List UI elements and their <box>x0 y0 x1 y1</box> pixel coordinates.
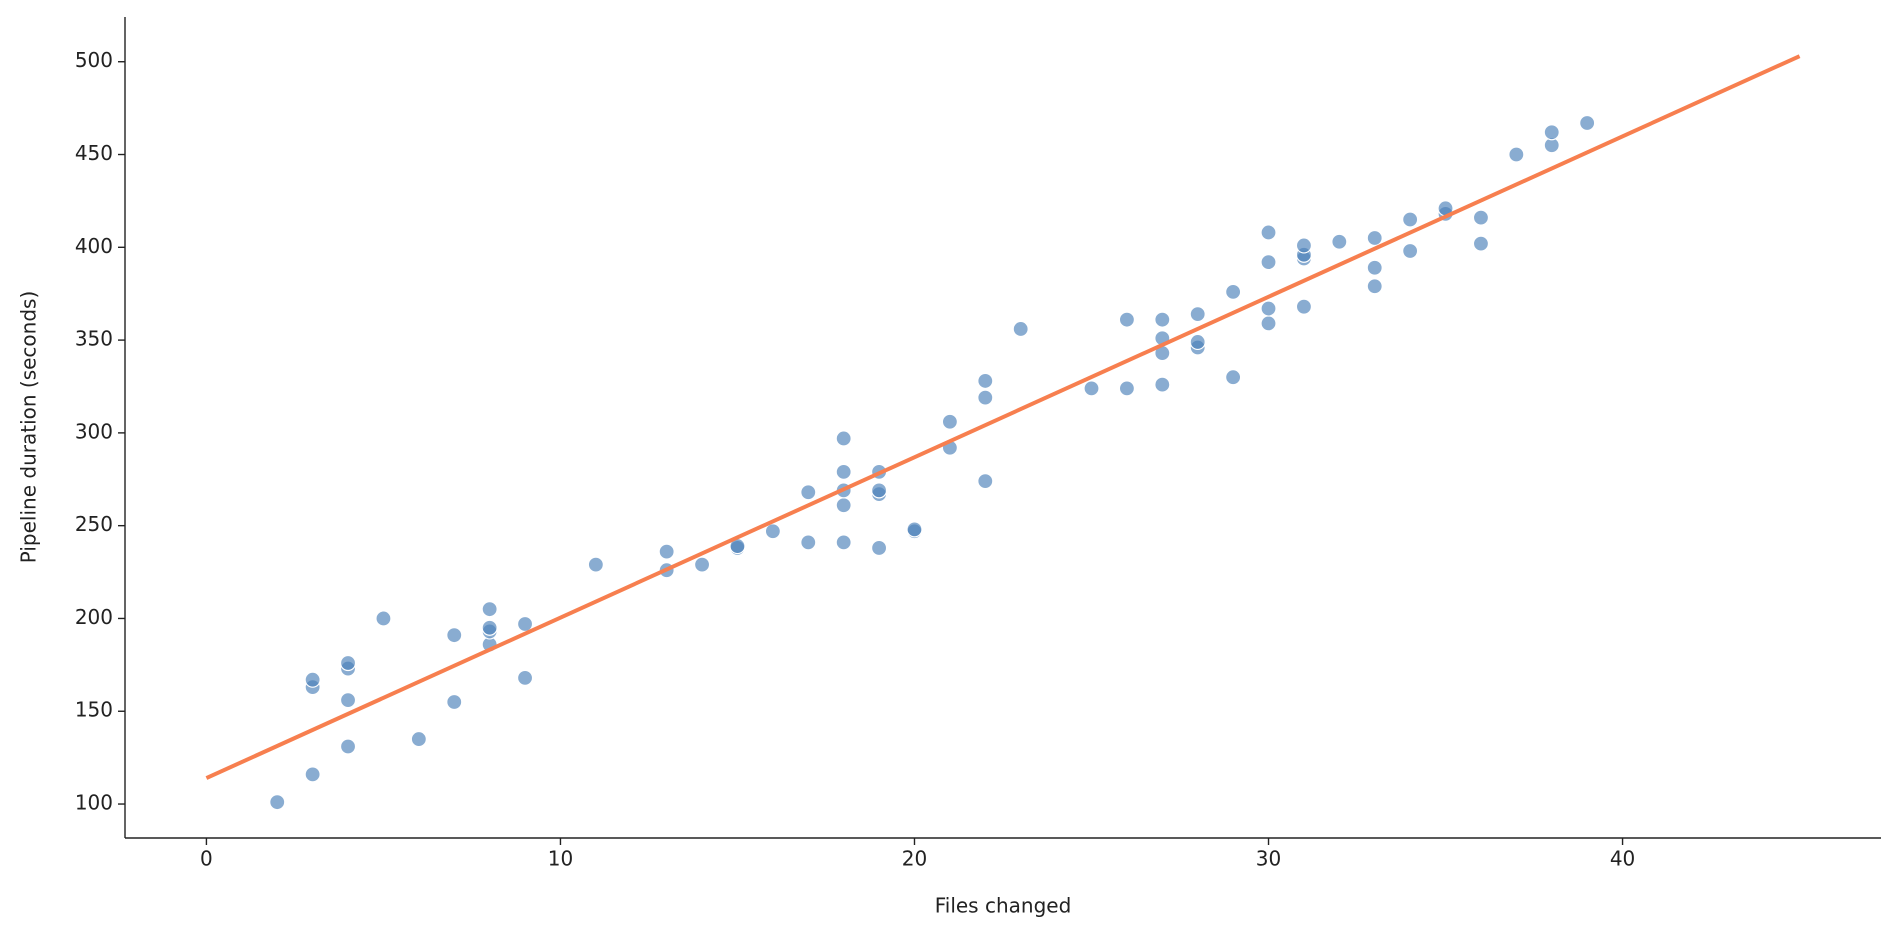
data-point <box>835 463 852 480</box>
data-point <box>1189 306 1206 323</box>
fit-line <box>205 54 1801 780</box>
y-axis-label: Pipeline duration (seconds) <box>17 291 41 564</box>
data-point <box>1366 278 1383 295</box>
data-point <box>446 627 463 644</box>
data-point <box>941 413 958 430</box>
data-point <box>587 556 604 573</box>
y-tick-label: 450 <box>75 141 113 165</box>
data-point <box>835 430 852 447</box>
data-point <box>481 601 498 618</box>
data-point <box>658 543 675 560</box>
data-point <box>1331 233 1348 250</box>
data-point <box>269 794 286 811</box>
data-point <box>304 766 321 783</box>
data-point <box>1295 298 1313 315</box>
data-point <box>764 523 781 540</box>
data-point <box>304 671 321 688</box>
data-point <box>1472 235 1490 252</box>
y-tick-label: 400 <box>75 234 113 258</box>
data-point <box>835 497 852 514</box>
data-point <box>1189 333 1206 351</box>
x-tick-label: 30 <box>1256 847 1281 871</box>
data-point <box>1118 380 1136 397</box>
x-tick-label: 0 <box>200 847 213 871</box>
x-tick-label: 40 <box>1610 847 1635 871</box>
y-tick-label: 100 <box>75 791 113 815</box>
data-point <box>1260 254 1277 271</box>
data-point <box>1402 211 1419 228</box>
data-point <box>693 556 711 573</box>
data-point <box>481 619 498 636</box>
data-point <box>1508 146 1525 163</box>
data-point <box>870 482 888 499</box>
data-point <box>977 389 994 406</box>
data-point <box>906 521 923 538</box>
y-tick-label: 500 <box>75 48 113 72</box>
data-point <box>339 654 357 672</box>
y-tick-label: 150 <box>75 698 113 722</box>
data-point <box>1472 209 1490 226</box>
data-point <box>1366 229 1383 247</box>
data-point <box>835 534 852 551</box>
data-point <box>800 484 817 501</box>
data-point <box>1225 283 1242 300</box>
data-point <box>800 534 817 551</box>
data-point <box>1154 311 1171 328</box>
data-point <box>1402 242 1419 260</box>
data-point <box>1083 380 1100 397</box>
data-point <box>1118 311 1136 328</box>
data-point <box>1260 315 1277 332</box>
y-tick-label: 250 <box>75 512 113 536</box>
data-point <box>339 692 357 709</box>
data-point <box>977 372 994 390</box>
data-point <box>1543 124 1560 141</box>
data-point <box>977 473 994 490</box>
data-point <box>446 693 463 711</box>
x-axis-label: Files changed <box>935 894 1072 918</box>
data-point <box>1295 237 1313 254</box>
y-tick-label: 300 <box>75 419 113 443</box>
data-point <box>1225 369 1242 386</box>
y-tick-label: 350 <box>75 327 113 351</box>
data-point <box>1579 114 1596 132</box>
data-point <box>375 610 392 627</box>
x-tick-label: 10 <box>548 847 573 871</box>
data-point <box>1260 224 1277 241</box>
y-tick-label: 200 <box>75 605 113 629</box>
data-point <box>516 669 534 686</box>
data-point <box>339 738 357 755</box>
x-tick-label: 20 <box>902 847 927 871</box>
data-point <box>1012 320 1029 338</box>
data-point <box>1154 376 1171 393</box>
data-point <box>410 730 427 748</box>
data-point <box>1260 300 1277 317</box>
data-point <box>870 539 888 557</box>
data-point <box>1366 259 1383 276</box>
